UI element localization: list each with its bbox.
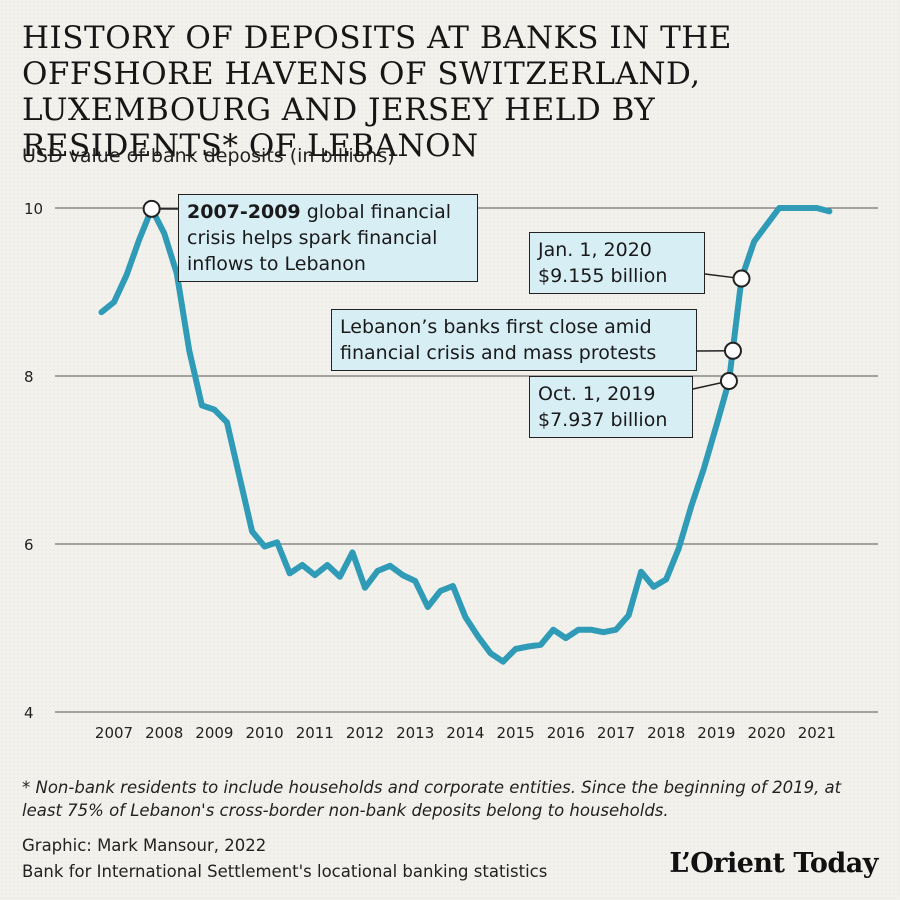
x-tick-label-2021: 2021 (798, 724, 836, 742)
x-tick-label-2012: 2012 (346, 724, 384, 742)
y-tick-label-6: 6 (24, 536, 34, 554)
chart-title: HISTORY OF DEPOSITS AT BANKS IN THE OFFS… (22, 20, 732, 164)
y-axis-ticks: 4 6 8 10 (24, 200, 43, 722)
graphic-credit: Graphic: Mark Mansour, 2022 (22, 836, 267, 855)
x-tick-label-2014: 2014 (446, 724, 484, 742)
callout-banks-close: Lebanon’s banks first close amid financi… (331, 309, 697, 371)
y-tick-label-4: 4 (24, 704, 34, 722)
callout-crisis: 2007-2009 global financial crisis helps … (178, 194, 478, 282)
marker-oct-2019 (719, 372, 738, 391)
x-tick-label-2016: 2016 (547, 724, 585, 742)
x-tick-label-2007: 2007 (95, 724, 133, 742)
callout-oct-2019-value: $7.937 billion (538, 409, 668, 431)
callout-crisis-years: 2007-2009 (187, 201, 301, 223)
callout-oct-2019: Oct. 1, 2019 $7.937 billion (529, 376, 693, 438)
x-tick-label-2019: 2019 (697, 724, 735, 742)
x-tick-label-2017: 2017 (597, 724, 635, 742)
marker-jan-2020 (732, 269, 751, 288)
y-tick-label-10: 10 (24, 200, 43, 218)
marker-banks-close (723, 341, 742, 360)
x-tick-label-2008: 2008 (145, 724, 183, 742)
x-tick-label-2009: 2009 (195, 724, 233, 742)
x-tick-label-2020: 2020 (748, 724, 786, 742)
callout-banks-close-line1: Lebanon’s banks first close amid (340, 316, 652, 338)
callout-jan-2020: Jan. 1, 2020 $9.155 billion (529, 232, 705, 294)
callout-jan-2020-value: $9.155 billion (538, 265, 668, 287)
data-source: Bank for International Settlement's loca… (22, 862, 548, 881)
x-tick-label-2011: 2011 (296, 724, 334, 742)
deposit-line (98, 205, 833, 665)
callout-jan-2020-date: Jan. 1, 2020 (538, 239, 652, 261)
callout-oct-2019-date: Oct. 1, 2019 (538, 383, 656, 405)
y-tick-label-8: 8 (24, 368, 34, 386)
x-tick-label-2013: 2013 (396, 724, 434, 742)
x-axis-ticks: 2007 2008 2009 2010 2011 2012 2013 2014 2015 2016… (95, 724, 836, 742)
marker-2007-peak (142, 199, 161, 218)
callout-markers (142, 199, 751, 391)
chart-subtitle: USD value of bank deposits (in billions) (22, 145, 395, 167)
data-series (98, 205, 833, 665)
x-tick-label-2015: 2015 (497, 724, 535, 742)
x-tick-label-2010: 2010 (246, 724, 284, 742)
x-tick-label-2018: 2018 (647, 724, 685, 742)
callout-crisis-text: global financial crisis helps spark fina… (187, 201, 452, 275)
footnote: * Non-bank residents to include househol… (22, 778, 842, 820)
callout-banks-close-line2: financial crisis and mass protests (340, 342, 657, 364)
brand-logo: L’Orient Today (669, 848, 878, 879)
